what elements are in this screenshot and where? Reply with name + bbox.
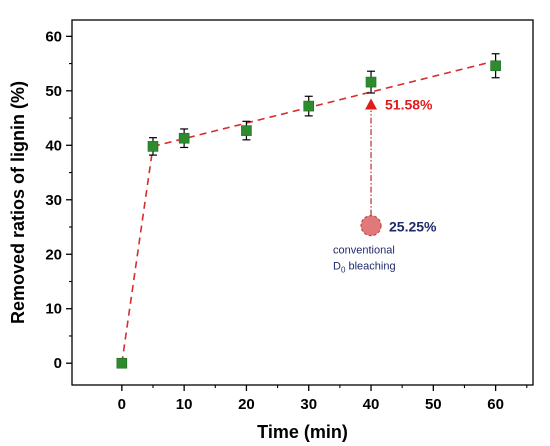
bleach-marker [360,215,382,237]
data-point [116,357,128,369]
fit-line [152,60,496,148]
data-point [303,100,315,112]
y-tick-labels: 0 10 20 30 40 50 60 [45,28,62,372]
error-bars [148,53,500,156]
data-point [490,60,501,72]
x-tick-labels: 0 10 20 30 40 50 60 [118,396,504,413]
data-points [116,60,501,369]
plot-frame [71,19,534,386]
y-tick-label: 0 [54,355,62,372]
note-line-1: conventional [333,245,395,257]
note-line-2: D0 bleaching [333,261,396,275]
x-tick-label: 30 [300,396,317,413]
bleach-label: 25.25% [389,219,437,235]
x-tick-label: 0 [118,396,126,413]
y-tick-label: 20 [45,246,62,263]
data-point [147,141,159,152]
y-tick-label: 30 [45,192,62,209]
y-tick-label: 50 [45,83,62,100]
x-tick-label: 40 [363,396,380,413]
x-tick-label: 50 [425,396,442,413]
annotations: 25.25% 51.58% conventional D0 bleaching [333,96,437,274]
x-tick-label: 10 [176,396,193,413]
data-point [241,125,252,136]
data-point [365,76,377,88]
x-tick-label: 20 [238,396,255,413]
data-point [178,132,190,144]
y-axis-title: Removed ratios of lignin (%) [8,81,28,324]
axis-ticks [66,35,528,391]
fit-line [121,146,154,364]
x-tick-label: 60 [487,396,504,413]
y-tick-label: 40 [45,137,62,154]
y-tick-label: 60 [45,28,62,45]
arrow-head [365,98,378,110]
y-tick-label: 10 [45,301,62,318]
arrow-label: 51.58% [385,96,433,112]
x-axis-title: Time (min) [257,422,348,442]
fit-lines [121,60,496,364]
